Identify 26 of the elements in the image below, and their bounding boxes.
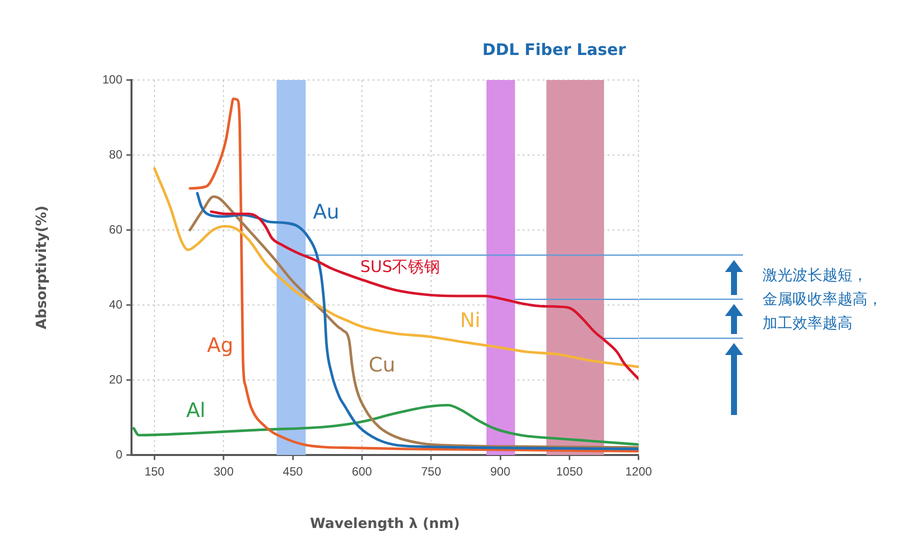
x-tick-label: 900 [490,464,511,479]
x-tick-label: 750 [421,464,442,479]
series-label: Al [186,398,206,422]
x-tick-label: 300 [214,464,234,479]
band-label: Fiber Laser [524,40,626,60]
series-label: Ag [206,333,234,358]
line-series [132,404,639,446]
text: 激光波长越短，金属吸收率越高，加工效率越高 [762,265,884,334]
x-tick-label: 450 [282,464,304,479]
series-label: Ni [460,308,480,332]
x-tick-label: 1200 [625,464,652,479]
y-tick-label: 60 [109,222,123,236]
series-label: Cu [368,352,396,376]
y-tick-label: 80 [109,147,123,162]
y-tick-label: 40 [109,297,123,312]
series-label: SUS不锈钢 [360,257,440,276]
band-label: DDL [482,40,520,60]
x-tick-label: 1050 [556,464,584,479]
x-tick-label: 150 [144,464,165,479]
x-axis-title: Wavelength λ (nm) [310,516,460,532]
y-tick-label: 0 [116,447,123,462]
series-label: Au [312,199,340,224]
x-tick-label: 600 [352,464,372,479]
y-tick-label: 100 [102,72,123,86]
y-tick-label: 20 [109,372,123,386]
y-axis-title: Absorptivity(%) [34,206,50,330]
